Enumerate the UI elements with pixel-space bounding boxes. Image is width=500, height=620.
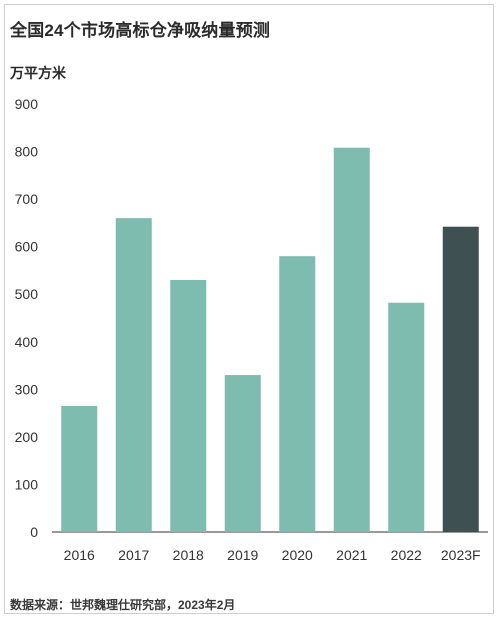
x-tick-label: 2017 — [118, 547, 149, 563]
bar-2016 — [61, 405, 98, 532]
bars — [61, 147, 479, 533]
chart-title: 全国24个市场高标仓净吸纳量预测 — [10, 21, 271, 40]
x-tick-label: 2022 — [391, 547, 422, 563]
y-tick-label: 700 — [15, 191, 39, 207]
bar-2019 — [224, 375, 261, 532]
y-tick-label: 200 — [15, 429, 39, 445]
source-note: 数据来源：世邦魏理仕研究部，2023年2月 — [10, 598, 236, 612]
x-axis-ticks: 2016 2017 2018 2019 2020 2021 2022 2023F — [64, 547, 481, 563]
x-tick-label: 2018 — [173, 547, 204, 563]
bar-2021 — [333, 147, 370, 533]
y-tick-label: 900 — [15, 96, 39, 112]
x-tick-label: 2016 — [64, 547, 95, 563]
bar-2020 — [279, 256, 316, 532]
y-axis-unit-label: 万平方米 — [10, 65, 66, 81]
y-tick-label: 100 — [15, 476, 39, 492]
y-tick-label: 400 — [15, 334, 39, 350]
y-axis-ticks: 0 100 200 300 400 500 600 700 800 900 — [15, 96, 39, 540]
bar-2023f — [442, 226, 479, 532]
bar-2018 — [170, 279, 207, 532]
y-tick-label: 800 — [15, 144, 39, 160]
x-tick-label: 2019 — [227, 547, 258, 563]
y-tick-label: 500 — [15, 286, 39, 302]
y-tick-label: 600 — [15, 239, 39, 255]
x-tick-label: 2020 — [282, 547, 313, 563]
x-tick-label: 2021 — [336, 547, 367, 563]
bar-2017 — [115, 218, 152, 532]
y-tick-label: 300 — [15, 381, 39, 397]
y-tick-label: 0 — [30, 524, 38, 540]
x-tick-label: 2023F — [441, 547, 481, 563]
bar-2022 — [388, 302, 425, 532]
